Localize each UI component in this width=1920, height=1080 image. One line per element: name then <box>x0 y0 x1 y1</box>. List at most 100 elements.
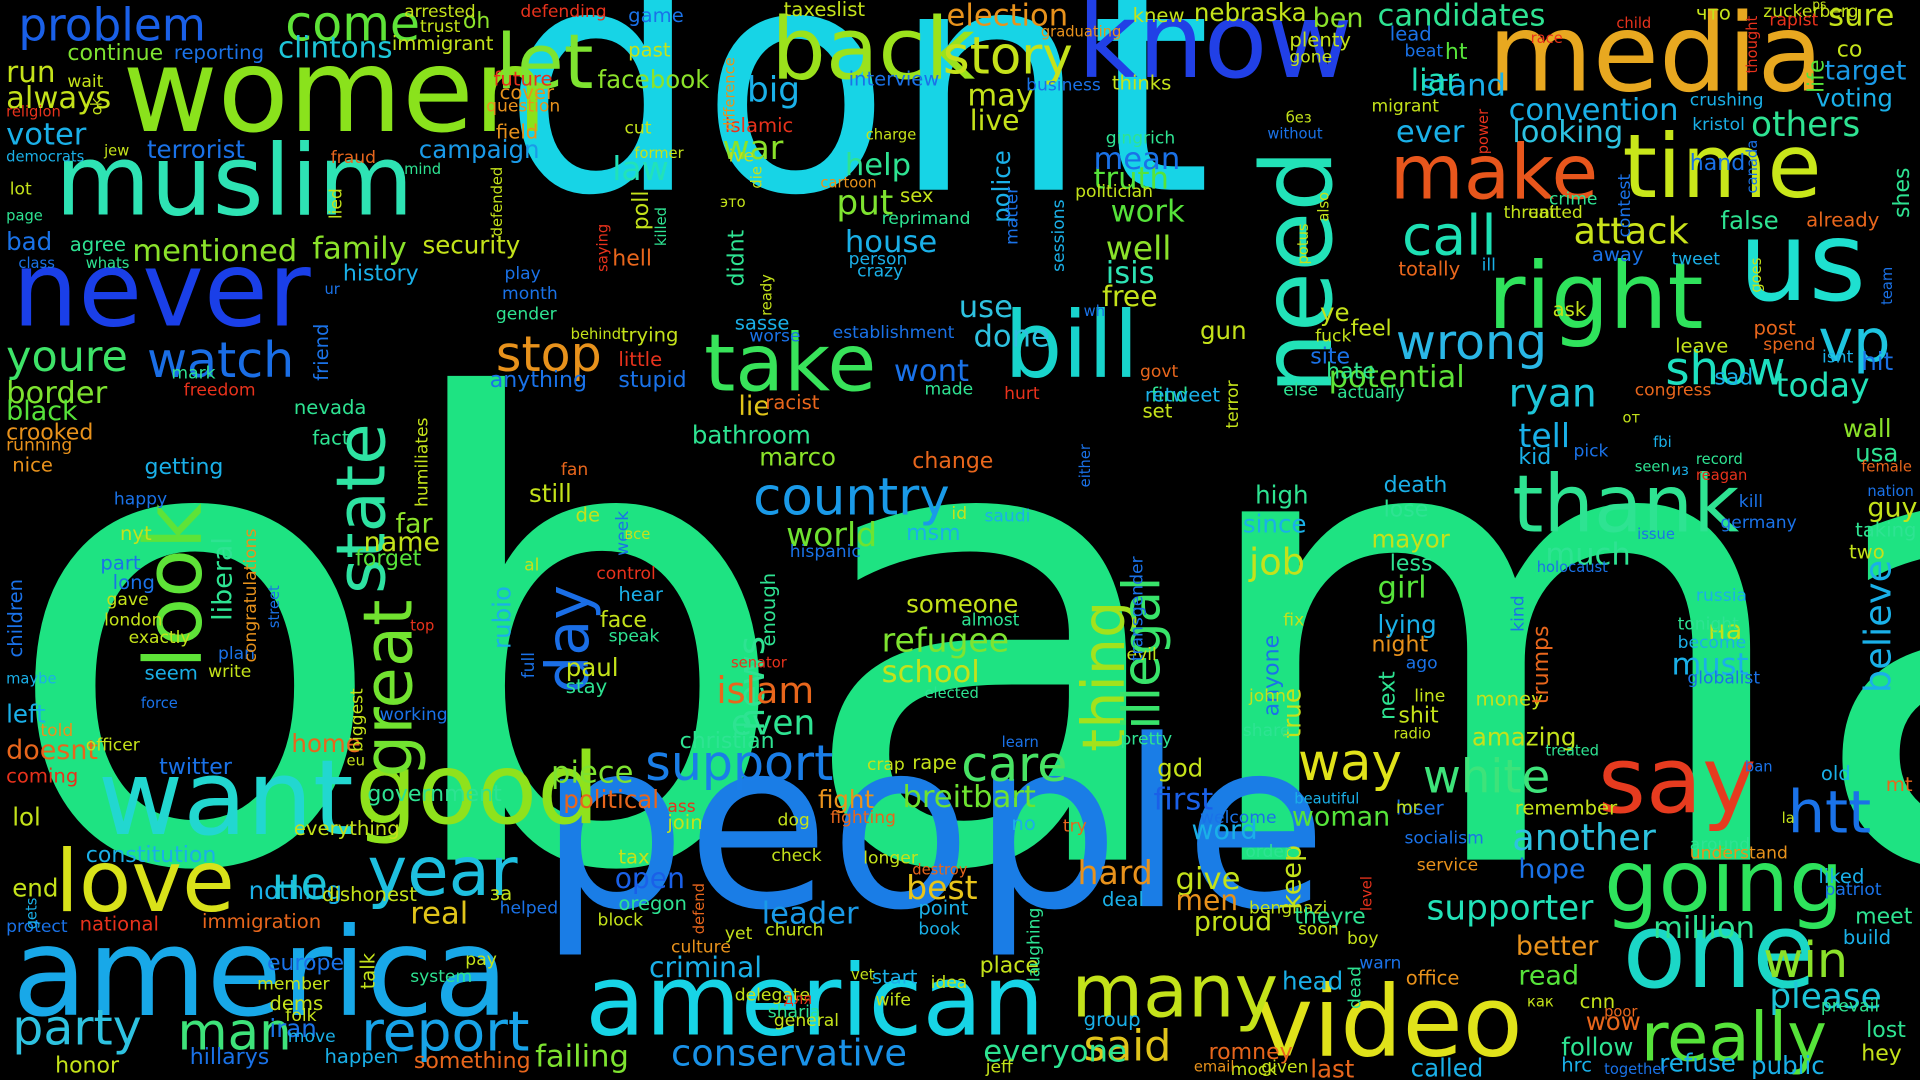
word-lose: lose <box>1383 497 1429 523</box>
word-never: never <box>12 230 311 352</box>
word-member: member <box>257 974 330 995</box>
word-migrant: migrant <box>1371 96 1439 117</box>
word-done: done <box>973 318 1050 354</box>
word-really: really <box>1640 997 1828 1077</box>
word-от: от <box>1622 408 1641 427</box>
word-iran: iran <box>269 1013 317 1044</box>
word-national: national <box>79 912 159 936</box>
word-immigration: immigration <box>202 909 322 934</box>
word-many: many <box>1071 948 1279 1035</box>
word-record: record <box>1695 450 1743 468</box>
word-truth: truth <box>1093 160 1169 196</box>
word-ever: ever <box>1395 113 1465 150</box>
word-liked: liked <box>1818 864 1865 888</box>
word-please: please <box>1769 975 1882 1017</box>
word-criminal: criminal <box>648 952 763 985</box>
word-either: either <box>1076 444 1094 488</box>
word-help: help <box>844 146 912 183</box>
word-fuck: fuck <box>1315 326 1352 347</box>
word-family: family <box>312 230 407 266</box>
word-soon: soon <box>1297 919 1339 940</box>
word-ok: ok <box>88 98 106 116</box>
word-start: start <box>871 964 918 989</box>
word-wait: wait <box>67 72 104 92</box>
word-women: women <box>122 24 548 160</box>
word-saying: saying <box>593 223 612 273</box>
word-cnn: cnn <box>1579 989 1616 1013</box>
word-old: old <box>1820 761 1851 785</box>
word-page: page <box>6 206 43 225</box>
word-trust: trust <box>420 17 461 37</box>
word-leader: leader <box>761 895 859 931</box>
word-beautiful: beautiful <box>1294 789 1360 807</box>
word-word: word <box>1191 815 1258 847</box>
word-jew: jew <box>104 142 130 160</box>
word-next: next <box>1375 671 1401 721</box>
word-hispanic: hispanic <box>789 542 861 563</box>
word-always: always <box>6 79 112 116</box>
word-destroy: destroy <box>912 860 968 878</box>
word-video: video <box>1255 964 1523 1079</box>
word-crooked: crooked <box>6 420 94 446</box>
word-fight: fight <box>817 784 875 815</box>
word-helped: helped <box>499 898 559 919</box>
word-remember: remember <box>1514 795 1618 820</box>
word-together: together <box>1604 1060 1668 1078</box>
word-poor: poor <box>1604 1002 1638 1021</box>
word-liberal: liberal <box>208 537 239 622</box>
word-everything: everything <box>293 816 400 841</box>
word-didnt: didnt <box>723 229 750 287</box>
word-email: email <box>1193 1057 1235 1076</box>
word-future: future <box>493 67 553 91</box>
word-clintons: clintons <box>277 30 393 65</box>
word-live: live <box>969 105 1020 138</box>
word-wrong: wrong <box>1395 314 1548 372</box>
word-mark: mark <box>171 363 216 384</box>
word-office: office <box>1405 966 1460 990</box>
word-better: better <box>1515 931 1599 963</box>
word-political: political <box>563 784 660 815</box>
word-wont: wont <box>893 352 970 389</box>
word-thank: thank <box>1512 459 1740 552</box>
word-make: make <box>1389 127 1599 217</box>
word-history: history <box>342 260 419 287</box>
word-idea: idea <box>930 973 968 994</box>
word-ago: ago <box>1405 653 1438 674</box>
word-believe: believe <box>1857 559 1901 694</box>
word-germany: germany <box>1720 513 1797 533</box>
word-list: list <box>836 0 866 21</box>
word-even: even <box>731 702 816 744</box>
word-cover: cover <box>499 80 555 105</box>
word-post: post <box>1753 315 1796 340</box>
word-die: die <box>748 165 766 189</box>
word-defended: defended <box>488 166 506 236</box>
word-conservative: conservative <box>671 1032 908 1076</box>
word-campaign: campaign <box>418 134 540 165</box>
word-seem: seem <box>144 661 198 685</box>
word-already: already <box>1806 208 1880 232</box>
word-former: former <box>634 144 684 162</box>
word-govt: govt <box>1140 362 1179 383</box>
word-gun: gun <box>1200 315 1247 346</box>
word-de: de <box>575 503 601 527</box>
word-kid: kid <box>1518 444 1552 471</box>
word-sad: sad <box>1714 364 1754 391</box>
word-tax: tax <box>618 844 650 869</box>
word-ur: ur <box>324 280 340 298</box>
word-vp: vp <box>1818 307 1891 376</box>
word-для: для <box>783 990 813 1008</box>
word-goes: goes <box>1747 257 1765 293</box>
word-field: field <box>495 120 539 144</box>
word-much: much <box>1545 536 1631 572</box>
word-wall: wall <box>1842 413 1892 444</box>
word-come: come <box>285 0 421 53</box>
word-let: let <box>495 17 594 107</box>
word-oh: oh <box>462 8 491 35</box>
word-vet: vet <box>851 966 875 984</box>
word-back: back <box>771 0 976 100</box>
word-friend: friend <box>309 323 334 381</box>
word-mind: mind <box>404 160 442 178</box>
word-freedom: freedom <box>183 380 256 401</box>
word-fighting: fighting <box>830 808 896 828</box>
word-given: given <box>1261 1057 1309 1078</box>
